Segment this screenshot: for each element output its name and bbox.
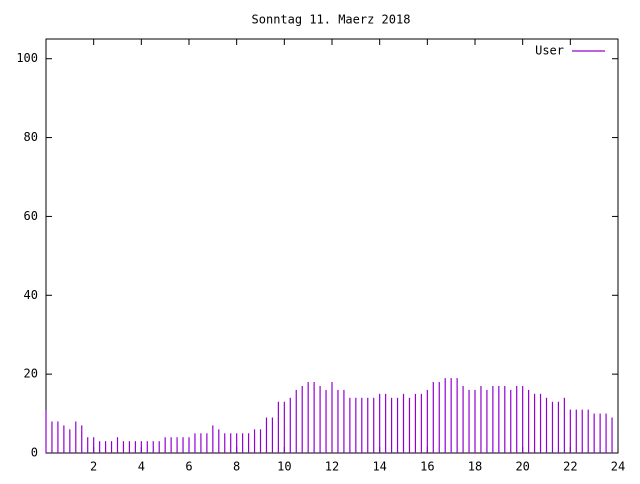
x-tick-label: 10 [277,460,291,474]
y-tick-label: 20 [24,367,38,381]
x-tick-label: 12 [325,460,339,474]
x-tick-label: 4 [138,460,145,474]
legend-label: User [535,44,564,58]
x-tick-label: 16 [420,460,434,474]
x-tick-label: 2 [90,460,97,474]
x-tick-label: 24 [611,460,625,474]
y-tick-label: 40 [24,288,38,302]
y-tick-label: 100 [16,51,38,65]
x-tick-label: 6 [185,460,192,474]
y-tick-label: 80 [24,130,38,144]
y-tick-label: 0 [31,446,38,460]
x-tick-label: 14 [372,460,386,474]
chart-title: Sonntag 11. Maerz 2018 [252,13,411,27]
x-tick-label: 20 [515,460,529,474]
x-tick-label: 8 [233,460,240,474]
y-tick-label: 60 [24,209,38,223]
x-tick-label: 18 [468,460,482,474]
x-tick-label: 22 [563,460,577,474]
